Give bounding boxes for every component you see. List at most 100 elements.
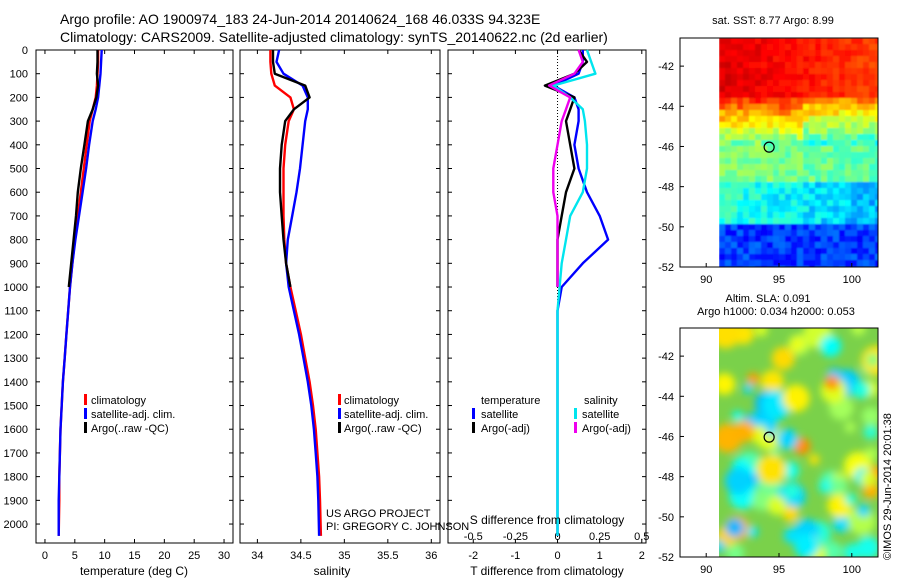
sst-cell	[803, 80, 809, 86]
sst-cell	[869, 236, 875, 242]
sst-cell	[761, 158, 767, 164]
sst-cell	[773, 80, 779, 86]
x-tick-label: 0	[42, 550, 48, 562]
sst-cell	[827, 212, 833, 218]
sst-cell	[785, 224, 791, 230]
sst-cell	[821, 212, 827, 218]
sla-blob	[818, 480, 832, 493]
map-axes: -42 -44 -46 -48 -50 -52 90 95 100 -42 -44 -46 -48 -50…	[658, 61, 861, 576]
sst-cell	[833, 230, 839, 236]
sst-cell	[749, 68, 755, 74]
sst-cell	[743, 212, 749, 218]
sst-cell	[857, 110, 863, 116]
sst-cell	[875, 50, 878, 56]
sst-cell	[767, 182, 773, 188]
legend-swatch-s-argo	[574, 422, 577, 433]
sla-blob	[852, 381, 871, 399]
sst-cell	[779, 116, 785, 122]
sst-cell	[755, 98, 761, 104]
sst-cell	[737, 110, 743, 116]
map-y-tick-label: -46	[658, 431, 674, 443]
x-tick-label: 34	[251, 550, 263, 562]
sst-cell	[797, 104, 803, 110]
sst-cell	[815, 182, 821, 188]
legend-header-salinity: salinity	[584, 395, 618, 407]
sst-cell	[851, 140, 857, 146]
sst-cell	[743, 44, 749, 50]
sst-cell	[791, 122, 797, 128]
sst-cell	[755, 182, 761, 188]
sst-cell	[785, 104, 791, 110]
sst-cell	[755, 104, 761, 110]
sst-cell	[827, 134, 833, 140]
sst-cell	[725, 62, 731, 68]
sst-cell	[863, 128, 869, 134]
sst-cell	[827, 188, 833, 194]
sst-cell	[851, 38, 857, 44]
sst-cell	[851, 176, 857, 182]
sst-cell	[863, 254, 869, 260]
sst-cell	[827, 110, 833, 116]
sst-cell	[803, 170, 809, 176]
sst-cell	[743, 62, 749, 68]
sst-cell	[863, 122, 869, 128]
sst-cell	[797, 176, 803, 182]
sst-cell	[845, 182, 851, 188]
sst-cell	[803, 254, 809, 260]
sst-cell	[773, 110, 779, 116]
sst-cell	[767, 44, 773, 50]
sst-cell	[737, 200, 743, 206]
sst-cell	[743, 200, 749, 206]
sst-cell	[719, 248, 725, 254]
sst-cell	[767, 38, 773, 44]
sst-cell	[833, 86, 839, 92]
sla-blob	[776, 428, 798, 450]
sst-cell	[833, 74, 839, 80]
sst-cell	[851, 182, 857, 188]
sst-cell	[791, 56, 797, 62]
sst-cell	[839, 68, 845, 74]
sst-cell	[809, 206, 815, 212]
sla-blob	[824, 375, 840, 391]
depth-tick-label: 800	[10, 235, 28, 247]
sst-cell	[755, 146, 761, 152]
sst-cell	[779, 80, 785, 86]
sla-map	[719, 328, 878, 557]
sst-cell	[725, 116, 731, 122]
sst-cell	[815, 122, 821, 128]
sst-cell	[767, 104, 773, 110]
sst-cell	[833, 134, 839, 140]
sst-cell	[725, 206, 731, 212]
sst-cell	[749, 98, 755, 104]
sst-cell	[773, 218, 779, 224]
sst-cell	[749, 248, 755, 254]
sst-cell	[755, 248, 761, 254]
sst-cell	[809, 56, 815, 62]
sst-cell	[773, 68, 779, 74]
sst-cell	[731, 98, 737, 104]
sst-cell	[731, 248, 737, 254]
sst-cell	[827, 38, 833, 44]
sst-cell	[767, 74, 773, 80]
sst-cell	[749, 146, 755, 152]
sst-cell	[743, 236, 749, 242]
sst-cell	[875, 146, 878, 152]
sst-cell	[815, 62, 821, 68]
sst-cell	[875, 134, 878, 140]
legend-label-argo: Argo(..raw -QC)	[344, 423, 422, 435]
sst-cell	[809, 68, 815, 74]
sst-cell	[791, 242, 797, 248]
sst-cell	[821, 218, 827, 224]
sst-cell	[869, 242, 875, 248]
sst-cell	[737, 152, 743, 158]
sst-map-title: sat. SST: 8.77 Argo: 8.99	[712, 15, 834, 27]
sst-cell	[869, 164, 875, 170]
sst-cell	[791, 230, 797, 236]
sst-cell	[875, 80, 878, 86]
sst-cell	[773, 188, 779, 194]
depth-tick-label: 200	[10, 92, 28, 104]
sst-cell	[761, 236, 767, 242]
sst-cell	[821, 158, 827, 164]
sla-blob	[829, 476, 848, 496]
sst-cell	[809, 218, 815, 224]
